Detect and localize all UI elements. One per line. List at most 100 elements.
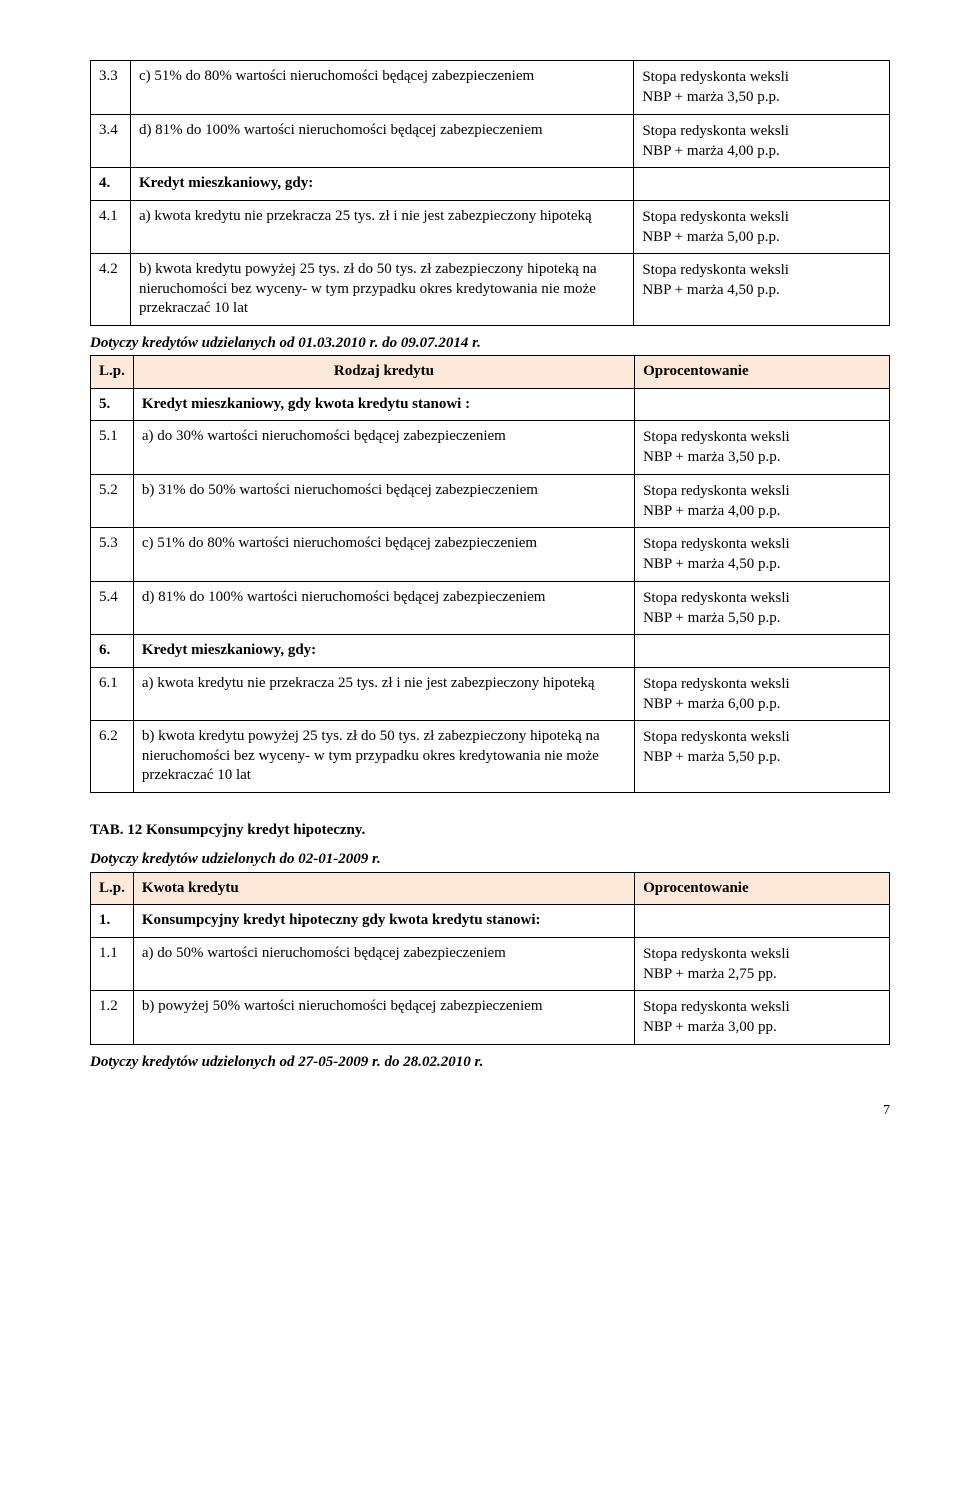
tab-12-heading: TAB. 12 Konsumpcyjny kredyt hipoteczny. (90, 821, 890, 841)
table-row: 3.4d) 81% do 100% wartości nieruchomości… (91, 114, 890, 168)
rate-line-1: Stopa redyskonta weksli (643, 997, 881, 1017)
table-row: 4.Kredyt mieszkaniowy, gdy: (91, 168, 890, 201)
hdr-desc: Kwota kredytu (133, 872, 634, 905)
cell-desc: a) do 30% wartości nieruchomości będącej… (133, 421, 634, 475)
cell-desc: c) 51% do 80% wartości nieruchomości będ… (130, 61, 633, 115)
cell-lp: 5.2 (91, 474, 134, 528)
cell-desc: Kredyt mieszkaniowy, gdy: (133, 635, 634, 668)
cell-lp: 6.2 (91, 721, 134, 793)
page-number: 7 (90, 1102, 890, 1120)
rate-line-2: NBP + marża 5,50 p.p. (643, 747, 881, 767)
table-row: 5.3c) 51% do 80% wartości nieruchomości … (91, 528, 890, 582)
cell-rate: Stopa redyskonta weksliNBP + marża 3,50 … (634, 61, 890, 115)
rate-line-1: Stopa redyskonta weksli (642, 207, 881, 227)
rate-line-2: NBP + marża 4,00 p.p. (642, 141, 881, 161)
cell-lp: 1.1 (91, 937, 134, 991)
rate-line-2: NBP + marża 4,00 p.p. (643, 501, 881, 521)
rate-line-1: Stopa redyskonta weksli (642, 260, 881, 280)
cell-lp: 4.2 (91, 254, 131, 326)
caption-period-1: Dotyczy kredytów udzielanych od 01.03.20… (90, 334, 890, 354)
table-row: 1.1a) do 50% wartości nieruchomości będą… (91, 937, 890, 991)
hdr-rate: Oprocentowanie (635, 356, 890, 389)
cell-lp: 6.1 (91, 667, 134, 721)
table-row: 6.2b) kwota kredytu powyżej 25 tys. zł d… (91, 721, 890, 793)
cell-lp: 4.1 (91, 200, 131, 254)
cell-lp: 5.4 (91, 581, 134, 635)
cell-rate (635, 635, 890, 668)
rate-line-1: Stopa redyskonta weksli (643, 674, 881, 694)
hdr-rate: Oprocentowanie (635, 872, 890, 905)
hdr-lp: L.p. (91, 356, 134, 389)
cell-lp: 1. (91, 905, 134, 938)
rate-line-2: NBP + marża 2,75 pp. (643, 964, 881, 984)
t1-body: 3.3c) 51% do 80% wartości nieruchomości … (91, 61, 890, 326)
cell-lp: 5.3 (91, 528, 134, 582)
cell-rate: Stopa redyskonta weksliNBP + marża 4,50 … (634, 254, 890, 326)
cell-desc: c) 51% do 80% wartości nieruchomości będ… (133, 528, 634, 582)
cell-rate (635, 388, 890, 421)
rate-line-2: NBP + marża 5,00 p.p. (642, 227, 881, 247)
table-row: 5.4d) 81% do 100% wartości nieruchomości… (91, 581, 890, 635)
cell-lp: 5.1 (91, 421, 134, 475)
cell-rate (634, 168, 890, 201)
rate-line-1: Stopa redyskonta weksli (642, 121, 881, 141)
cell-lp: 3.3 (91, 61, 131, 115)
cell-rate: Stopa redyskonta weksliNBP + marża 4,00 … (635, 474, 890, 528)
table-row: 3.3c) 51% do 80% wartości nieruchomości … (91, 61, 890, 115)
cell-rate: Stopa redyskonta weksliNBP + marża 4,50 … (635, 528, 890, 582)
rate-line-1: Stopa redyskonta weksli (643, 481, 881, 501)
cell-desc: d) 81% do 100% wartości nieruchomości bę… (133, 581, 634, 635)
cell-desc: Kredyt mieszkaniowy, gdy: (130, 168, 633, 201)
cell-rate: Stopa redyskonta weksliNBP + marża 5,50 … (635, 581, 890, 635)
cell-desc: b) kwota kredytu powyżej 25 tys. zł do 5… (130, 254, 633, 326)
cell-rate: Stopa redyskonta weksliNBP + marża 2,75 … (635, 937, 890, 991)
rate-line-2: NBP + marża 3,00 pp. (643, 1017, 881, 1037)
cell-rate: Stopa redyskonta weksliNBP + marża 5,00 … (634, 200, 890, 254)
table-row: 5.1a) do 30% wartości nieruchomości będą… (91, 421, 890, 475)
table-row: 6.Kredyt mieszkaniowy, gdy: (91, 635, 890, 668)
header-row: L.p. Rodzaj kredytu Oprocentowanie (91, 356, 890, 389)
t3-body: L.p. Kwota kredytu Oprocentowanie 1.Kons… (91, 872, 890, 1044)
table-row: 5.Kredyt mieszkaniowy, gdy kwota kredytu… (91, 388, 890, 421)
cell-desc: b) kwota kredytu powyżej 25 tys. zł do 5… (133, 721, 634, 793)
rate-line-1: Stopa redyskonta weksli (642, 67, 881, 87)
cell-rate: Stopa redyskonta weksliNBP + marża 4,00 … (634, 114, 890, 168)
table-row: 4.2b) kwota kredytu powyżej 25 tys. zł d… (91, 254, 890, 326)
table-row: 1.Konsumpcyjny kredyt hipoteczny gdy kwo… (91, 905, 890, 938)
rate-line-1: Stopa redyskonta weksli (643, 427, 881, 447)
rate-line-2: NBP + marża 4,50 p.p. (642, 280, 881, 300)
rate-line-2: NBP + marża 3,50 p.p. (643, 447, 881, 467)
table-row: 5.2b) 31% do 50% wartości nieruchomości … (91, 474, 890, 528)
cell-rate: Stopa redyskonta weksliNBP + marża 5,50 … (635, 721, 890, 793)
cell-lp: 6. (91, 635, 134, 668)
rate-line-2: NBP + marża 6,00 p.p. (643, 694, 881, 714)
cell-rate (635, 905, 890, 938)
caption-period-3: Dotyczy kredytów udzielonych od 27-05-20… (90, 1053, 890, 1073)
cell-lp: 5. (91, 388, 134, 421)
hdr-desc: Rodzaj kredytu (133, 356, 634, 389)
cell-lp: 3.4 (91, 114, 131, 168)
cell-desc: a) kwota kredytu nie przekracza 25 tys. … (130, 200, 633, 254)
cell-rate: Stopa redyskonta weksliNBP + marża 6,00 … (635, 667, 890, 721)
table-continuation: 3.3c) 51% do 80% wartości nieruchomości … (90, 60, 890, 326)
table-rodzaj-kredytu: L.p. Rodzaj kredytu Oprocentowanie 5.Kre… (90, 355, 890, 793)
cell-desc: b) 31% do 50% wartości nieruchomości będ… (133, 474, 634, 528)
rate-line-1: Stopa redyskonta weksli (643, 727, 881, 747)
rate-line-1: Stopa redyskonta weksli (643, 588, 881, 608)
table-row: 6.1a) kwota kredytu nie przekracza 25 ty… (91, 667, 890, 721)
cell-rate: Stopa redyskonta weksliNBP + marża 3,50 … (635, 421, 890, 475)
caption-period-2: Dotyczy kredytów udzielonych do 02-01-20… (90, 850, 890, 870)
rate-line-2: NBP + marża 5,50 p.p. (643, 608, 881, 628)
hdr-lp: L.p. (91, 872, 134, 905)
t2-body: L.p. Rodzaj kredytu Oprocentowanie 5.Kre… (91, 356, 890, 793)
header-row: L.p. Kwota kredytu Oprocentowanie (91, 872, 890, 905)
rate-line-2: NBP + marża 4,50 p.p. (643, 554, 881, 574)
table-row: 1.2b) powyżej 50% wartości nieruchomości… (91, 991, 890, 1045)
cell-desc: d) 81% do 100% wartości nieruchomości bę… (130, 114, 633, 168)
cell-desc: Kredyt mieszkaniowy, gdy kwota kredytu s… (133, 388, 634, 421)
rate-line-1: Stopa redyskonta weksli (643, 534, 881, 554)
rate-line-2: NBP + marża 3,50 p.p. (642, 87, 881, 107)
table-row: 4.1a) kwota kredytu nie przekracza 25 ty… (91, 200, 890, 254)
cell-rate: Stopa redyskonta weksliNBP + marża 3,00 … (635, 991, 890, 1045)
cell-desc: a) do 50% wartości nieruchomości będącej… (133, 937, 634, 991)
